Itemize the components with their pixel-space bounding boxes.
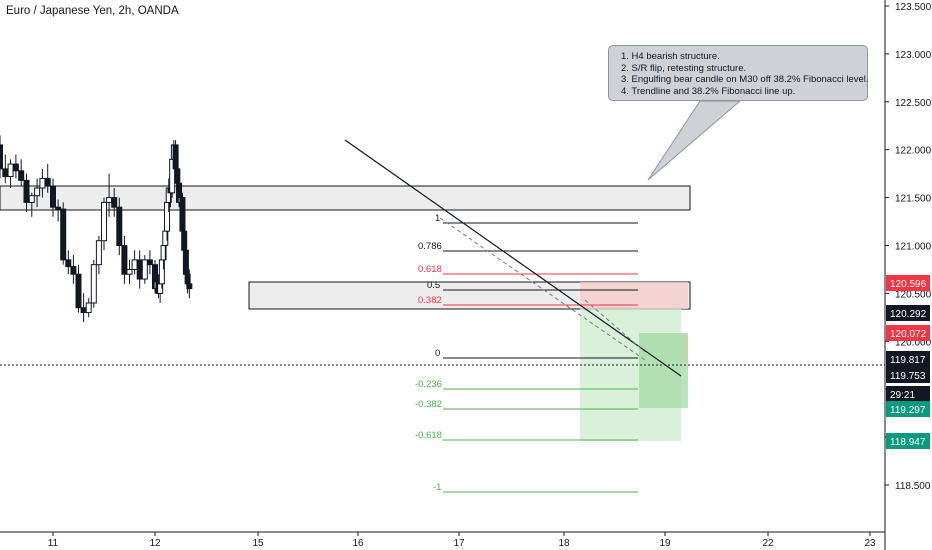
y-tick-label: 120.500 (895, 289, 932, 300)
candle-body (12, 163, 19, 172)
x-tick-label: 16 (352, 538, 364, 549)
candle-body (0, 144, 3, 170)
candle-body (146, 259, 153, 266)
price-label: 120.292 (890, 309, 927, 320)
callout-line: 1. H4 bearish structure. (621, 51, 720, 62)
fib-level-label: 0.786 (418, 241, 442, 252)
price-label-box (886, 325, 930, 341)
candle-body (55, 206, 62, 210)
callout-line: 4. Trendline and 38.2% Fibonacci line up… (621, 85, 796, 97)
candle-body (7, 163, 14, 178)
candle-body (101, 201, 107, 242)
candle-body (70, 266, 77, 275)
y-tick-label: 123.500 (895, 2, 932, 13)
candle-body (18, 170, 25, 181)
y-tick-label: 120.000 (895, 337, 932, 348)
candle-body (136, 259, 143, 280)
candle-body (121, 245, 128, 275)
candle-body (106, 197, 113, 203)
x-tick-label: 19 (659, 538, 671, 549)
price-label-box (886, 305, 930, 321)
candle-body (95, 240, 102, 266)
callout-line: 3. Engulfing bear candle on M30 off 38.2… (621, 74, 869, 85)
x-tick-label: 12 (149, 538, 161, 549)
fib-level-label: 0 (435, 348, 440, 359)
callout-pointer (647, 100, 742, 181)
candle-body (23, 179, 30, 203)
price-label-box (886, 386, 930, 402)
x-tick-label: 22 (762, 538, 774, 549)
y-tick-label: 121.000 (895, 242, 932, 253)
price-label: 118.947 (890, 437, 926, 448)
target-zone-2 (639, 333, 688, 408)
price-label: 29:21 (890, 390, 915, 401)
price-label: 119.297 (890, 405, 926, 416)
candle-body (34, 187, 41, 197)
candle-body (28, 195, 35, 203)
fib-level-label: 0.5 (427, 280, 440, 291)
candle-body (65, 259, 72, 268)
price-label-box (886, 367, 930, 383)
price-label-box (886, 401, 930, 417)
x-tick-label: 15 (252, 538, 264, 549)
candle-body (85, 302, 92, 314)
candle-body (141, 259, 148, 280)
price-label: 119.753 (890, 371, 926, 382)
candle-body (2, 168, 9, 178)
price-label: 119.817 (890, 355, 926, 366)
chart-title: Euro / Japanese Yen, 2h, OANDA (6, 5, 179, 17)
candle-body (116, 206, 123, 246)
candle-body (80, 307, 87, 314)
y-tick-label: 122.000 (895, 146, 932, 157)
annotation-callout[interactable]: 1. H4 bearish structure. 2. S/R flip, re… (608, 45, 869, 101)
fib-level-label: 0.618 (418, 264, 442, 275)
fib-level-label: -0.236 (415, 379, 442, 390)
candle-body (39, 177, 46, 189)
fib-level-label: -0.382 (415, 399, 442, 410)
y-tick-label: 121.500 (895, 194, 932, 205)
price-label-box (886, 351, 930, 367)
fib-level-label: 0.382 (418, 295, 442, 306)
price-label-box (886, 275, 930, 291)
candle-body (131, 259, 138, 270)
fib-level-label: 1 (435, 213, 440, 224)
trendline (344, 139, 682, 377)
candle-body (50, 185, 56, 208)
candle-body (186, 283, 193, 290)
x-tick-label: 23 (864, 538, 876, 549)
candle-body (126, 268, 133, 275)
candle-body (60, 208, 67, 261)
candle-body (111, 197, 118, 208)
price-label: 120.596 (890, 279, 927, 290)
candle-body (44, 177, 51, 187)
candle-body (90, 264, 97, 304)
y-tick-label: 118.500 (895, 481, 931, 492)
x-tick-label: 17 (453, 538, 465, 549)
y-tick-label: 123.000 (895, 50, 932, 61)
callout-line: 2. S/R flip, retesting structure. (621, 62, 747, 74)
candle-body (75, 273, 82, 309)
fib-level-label: -1 (433, 482, 441, 493)
price-label-box (886, 433, 930, 449)
price-label: 120.072 (890, 329, 927, 340)
x-tick-label: 18 (558, 538, 570, 549)
y-tick-label: 122.500 (895, 98, 932, 109)
x-tick-label: 11 (48, 538, 59, 549)
fib-level-label: -0.618 (415, 430, 442, 441)
fib-trend-dashed-2 (584, 299, 646, 353)
